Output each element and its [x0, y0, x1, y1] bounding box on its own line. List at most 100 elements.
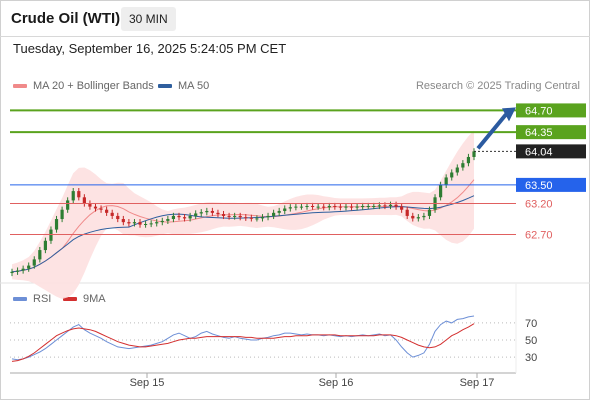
candle — [349, 206, 354, 208]
timestamp: Tuesday, September 16, 2025 5:24:05 PM C… — [13, 41, 287, 56]
candle — [205, 210, 209, 213]
candle — [166, 219, 170, 221]
candle — [411, 215, 415, 219]
candle — [143, 224, 148, 225]
candle — [372, 206, 376, 207]
candle — [361, 206, 365, 207]
candle — [216, 212, 220, 215]
candle — [283, 208, 287, 211]
candle — [394, 204, 398, 207]
instrument-title: Crude Oil (WTI) — [11, 10, 121, 27]
rsi-level-label-70: 70 — [525, 318, 537, 330]
candle — [366, 206, 370, 207]
candle — [49, 229, 53, 241]
level-label-64.70: 64.70 — [525, 105, 553, 117]
candle — [266, 215, 270, 218]
candle — [305, 206, 309, 207]
candle — [66, 200, 70, 210]
legend-9ma-label: 9MA — [83, 293, 106, 305]
candle — [400, 206, 404, 210]
copyright: Research © 2025 Trading Central — [415, 80, 580, 92]
legend-ma50: MA 50 — [158, 80, 209, 92]
candle — [171, 215, 176, 220]
candle — [160, 220, 164, 223]
candle — [249, 217, 253, 219]
candle — [21, 268, 25, 271]
candle — [277, 210, 281, 213]
candle — [255, 218, 259, 220]
header: Crude Oil (WTI) 30 MIN — [0, 0, 590, 37]
candle — [60, 209, 64, 220]
level-tag-63.50 — [516, 177, 586, 192]
candle — [121, 219, 125, 223]
level-tag-64.70 — [516, 103, 586, 118]
candle — [444, 177, 448, 185]
candle — [338, 206, 343, 208]
x-label-sep-17: Sep 17 — [460, 377, 495, 389]
level-tag-64.35 — [516, 125, 586, 140]
legend-ma20-label: MA 20 + Bollinger Bands — [33, 80, 154, 92]
candle — [427, 209, 432, 216]
forecast-arrow — [476, 113, 508, 150]
candle — [422, 215, 426, 218]
x-label-sep-16: Sep 16 — [319, 377, 354, 389]
candle — [105, 209, 109, 213]
level-label-63.20: 63.20 — [525, 199, 553, 211]
candle — [439, 184, 443, 198]
last-price-label: 64.04 — [525, 146, 553, 158]
candle — [233, 215, 237, 217]
candle — [199, 212, 203, 214]
candle — [71, 191, 75, 201]
ma50-swatch-icon — [158, 84, 172, 88]
candle — [82, 197, 86, 204]
candle — [38, 250, 42, 260]
x-label-sep-15: Sep 15 — [130, 377, 165, 389]
candle — [188, 215, 192, 219]
level-label-62.70: 62.70 — [525, 230, 553, 242]
candle — [43, 240, 47, 251]
candle — [227, 215, 231, 217]
candle — [182, 217, 187, 219]
level-label-64.35: 64.35 — [525, 127, 553, 139]
candle — [355, 206, 359, 208]
candle — [155, 222, 159, 224]
candle — [10, 271, 14, 274]
candle — [294, 206, 298, 208]
candle — [27, 265, 31, 269]
legend-ma20: MA 20 + Bollinger Bands — [13, 80, 154, 92]
candle — [116, 215, 120, 220]
candle — [327, 206, 331, 208]
candle — [260, 217, 265, 219]
timeframe-button[interactable]: 30 MIN — [121, 7, 176, 31]
candle — [322, 206, 326, 208]
candle — [15, 270, 20, 272]
candle — [210, 210, 214, 213]
candle — [132, 222, 137, 224]
candle — [177, 215, 181, 218]
candle — [377, 205, 381, 207]
candle — [32, 259, 36, 266]
candle — [333, 206, 337, 207]
candle — [127, 222, 131, 224]
candle — [299, 206, 304, 208]
candle — [99, 208, 103, 210]
rsi-level-label-30: 30 — [525, 352, 537, 364]
candle — [288, 207, 292, 209]
candle — [416, 217, 420, 219]
candle — [383, 205, 387, 207]
legend-9ma: 9MA — [63, 293, 106, 305]
candle — [388, 204, 393, 206]
rsi-level-label-50: 50 — [525, 335, 537, 347]
legend-rsi: RSI — [13, 293, 51, 305]
ma50-line — [11, 195, 475, 273]
candle — [461, 163, 465, 168]
candle — [238, 215, 242, 218]
candle — [272, 212, 276, 216]
candle — [455, 167, 459, 173]
last-price-tag — [516, 144, 586, 159]
candle — [149, 223, 153, 225]
candle — [88, 203, 92, 207]
candle — [466, 156, 471, 164]
candle — [405, 209, 409, 216]
